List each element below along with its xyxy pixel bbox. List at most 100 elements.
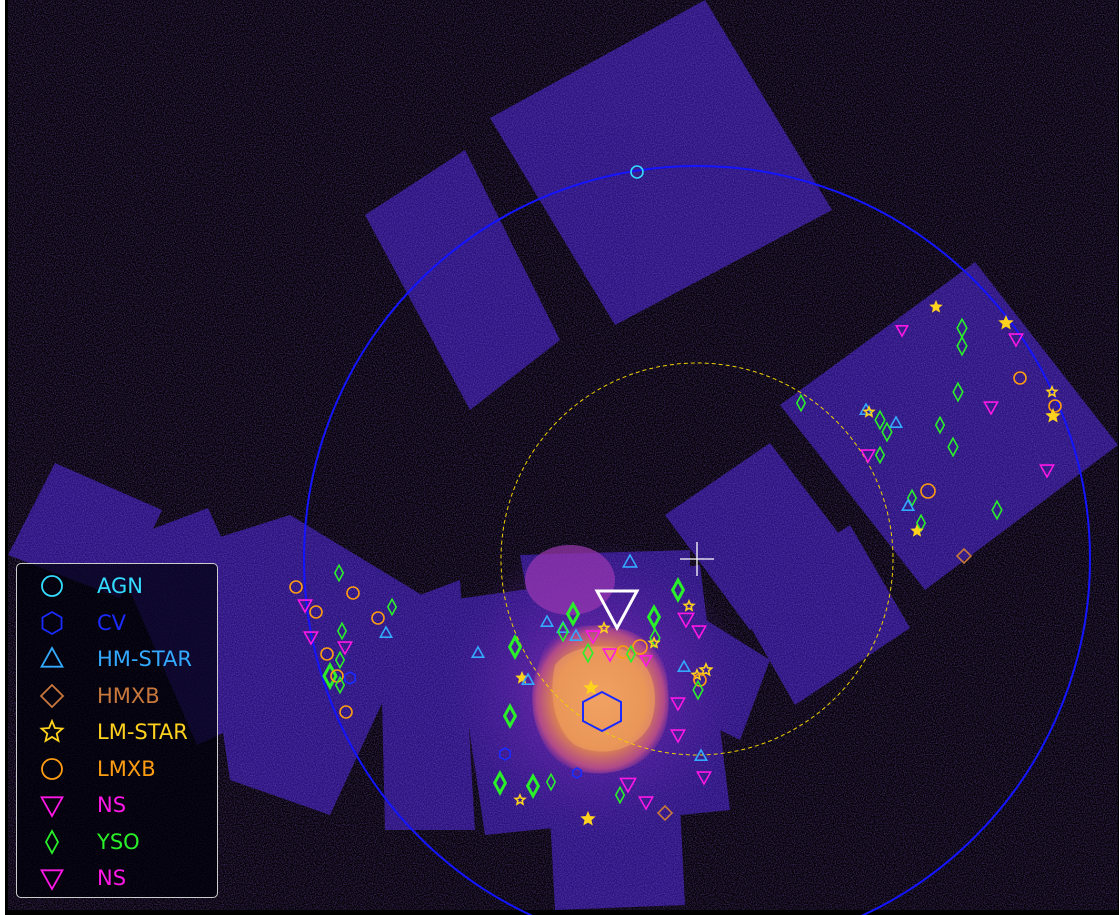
yso-marker [795, 393, 807, 413]
yso-marker [582, 642, 594, 664]
lm-star-marker [929, 299, 943, 313]
yso-marker [934, 415, 946, 435]
lmxb-marker [320, 647, 334, 661]
hm-star-marker [568, 628, 584, 641]
legend-item-yso: YSO [17, 826, 217, 856]
legend-label: LMXB [97, 756, 156, 781]
legend-item-lm-star: LM-STAR [17, 716, 217, 746]
ns-marker [296, 599, 314, 614]
yso-marker [625, 644, 637, 664]
legend-label: HM-STAR [97, 647, 192, 671]
dashed-circle [500, 362, 894, 756]
hm-star-marker [470, 645, 486, 658]
lm-star-marker [1045, 384, 1059, 398]
lm-star-marker [682, 598, 696, 612]
ns-marker [669, 729, 687, 744]
yso-marker [947, 436, 959, 458]
legend-label: NS [97, 793, 127, 817]
target-hexagon [582, 690, 622, 733]
legend-label: AGN [97, 574, 143, 598]
ns-marker [619, 777, 637, 794]
yso-marker [565, 600, 581, 628]
legend-label: HMXB [97, 683, 160, 708]
crosshair [680, 542, 714, 576]
lmxb-marker [309, 605, 323, 619]
lmxb-marker [1013, 371, 1027, 385]
ns-marker [584, 630, 602, 645]
ns-marker [1007, 333, 1025, 348]
lm-star-marker [513, 792, 527, 806]
yso-marker [507, 633, 523, 661]
yso-marker [991, 499, 1003, 521]
lm-star-marker [862, 404, 876, 418]
lm-star-marker [910, 523, 924, 537]
legend-item-cv: CV [17, 607, 217, 637]
ns-marker [859, 449, 877, 464]
hmxb-marker [656, 804, 674, 822]
target-triangle [594, 589, 640, 632]
hm-star-marker [900, 498, 916, 511]
lmxb-marker [346, 586, 360, 600]
legend-label: CV [97, 610, 127, 635]
hm-star-marker [888, 415, 904, 428]
yso-marker [670, 576, 686, 604]
cv-legend-icon [41, 610, 63, 635]
ns-legend-icon [40, 796, 64, 818]
hm-star-marker [676, 659, 692, 672]
yso-marker [614, 785, 626, 805]
ns-marker [302, 631, 320, 646]
yso-marker [874, 445, 886, 465]
yso-marker [646, 603, 662, 631]
yso-marker [525, 772, 541, 800]
cv-marker [344, 671, 356, 685]
lmxb-marker [920, 483, 936, 499]
source-markers [289, 165, 1062, 826]
hm-star-marker [520, 672, 536, 685]
ns-marker [690, 625, 708, 640]
ns-marker [695, 771, 713, 786]
ns-marker [637, 796, 655, 811]
legend-label: LM-STAR [97, 720, 188, 744]
legend-label: YSO [97, 829, 140, 854]
legend-item-hm-star: HM-STAR [17, 643, 217, 673]
cv-marker [571, 767, 583, 779]
lmxb-marker [616, 645, 630, 659]
hm-star-marker [693, 748, 709, 761]
cv-marker [499, 747, 511, 761]
ns-marker [336, 641, 354, 656]
yso-marker [322, 661, 338, 691]
legend-item-lmxb: LMXB [17, 753, 217, 783]
lmxb-marker [339, 705, 353, 719]
legend-item-ns: NS [17, 789, 217, 819]
agn-legend-icon [41, 575, 63, 597]
lm-star-legend-icon [39, 719, 65, 743]
lm-star-marker [698, 661, 714, 677]
lm-star-marker [580, 810, 596, 826]
yso-marker [692, 679, 704, 701]
yso-marker [333, 563, 345, 583]
lm-star-marker [1045, 407, 1061, 423]
hmxb-marker [955, 547, 973, 565]
legend-item-agn: AGN [17, 570, 217, 600]
ns-marker [669, 697, 687, 712]
hmxb-legend-icon [39, 683, 65, 708]
ns-marker [638, 655, 654, 668]
yso-legend-icon [44, 828, 60, 855]
yso-marker [386, 597, 398, 617]
yso-marker [502, 702, 518, 730]
lm-star-marker [597, 620, 611, 634]
yso-marker [874, 409, 886, 431]
yso-marker [956, 335, 968, 357]
legend: AGN CV HM-STAR HMXB LM-STAR LMXB NS YSO NS [16, 563, 218, 898]
lmxb-marker [632, 639, 648, 655]
hm-star-legend-icon [40, 646, 64, 668]
legend-item-hmxb: HMXB [17, 680, 217, 710]
lmxb-marker [371, 611, 385, 625]
yso-marker [336, 621, 348, 641]
ns-marker [894, 325, 910, 338]
ns-marker [982, 401, 1000, 416]
yso-marker [557, 621, 569, 643]
ns-marker [601, 648, 619, 663]
yso-marker [649, 627, 661, 649]
